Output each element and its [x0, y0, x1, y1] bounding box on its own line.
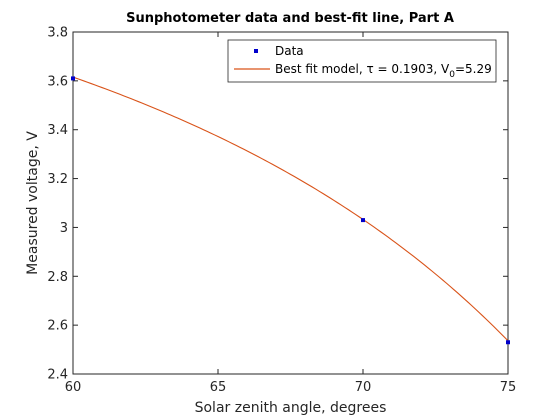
y-tick-label: 3.4: [47, 123, 68, 138]
y-tick-label: 3.8: [47, 26, 68, 41]
x-tick-label: 65: [210, 380, 227, 395]
y-tick-label: 3.2: [47, 172, 68, 187]
axis-ticks: 60 65 70 75 2.4 2.6 2.8 3 3.2 3.4 3.6 3.8: [47, 26, 516, 396]
y-axis-title: Measured voltage, V: [25, 131, 41, 275]
y-tick-label: 2.6: [47, 319, 68, 334]
legend-label-fit: Best fit model, τ = 0.1903, V0=5.29: [275, 62, 492, 80]
chart-title: Sunphotometer data and best-fit line, Pa…: [126, 11, 454, 26]
legend-fit-suffix: =5.29: [455, 62, 492, 76]
data-point: [506, 340, 510, 345]
legend-box: [227, 39, 497, 83]
y-tick-label: 2.8: [47, 270, 68, 285]
legend-marker-data: [254, 49, 258, 53]
x-tick-label: 60: [65, 380, 82, 395]
data-point: [71, 76, 75, 81]
legend-fit-subscript: 0: [449, 70, 455, 80]
fit-line: [72, 76, 509, 342]
legend-label-data: Data: [275, 44, 304, 58]
plot-area: [72, 31, 509, 375]
legend-fit-name: Best fit model, τ = 0.1903, V: [275, 62, 450, 76]
legend: Data Best fit model, τ = 0.1903, V0=5.29: [227, 39, 497, 83]
x-axis-title: Solar zenith angle, degrees: [195, 400, 387, 416]
x-tick-label: 70: [355, 380, 372, 395]
data-point: [361, 218, 365, 223]
y-tick-label: 3.6: [47, 74, 68, 89]
x-tick-label: 75: [500, 380, 517, 395]
series-layer: [71, 76, 510, 345]
y-tick-label: 3: [60, 221, 68, 236]
y-tick-label: 2.4: [47, 368, 68, 383]
